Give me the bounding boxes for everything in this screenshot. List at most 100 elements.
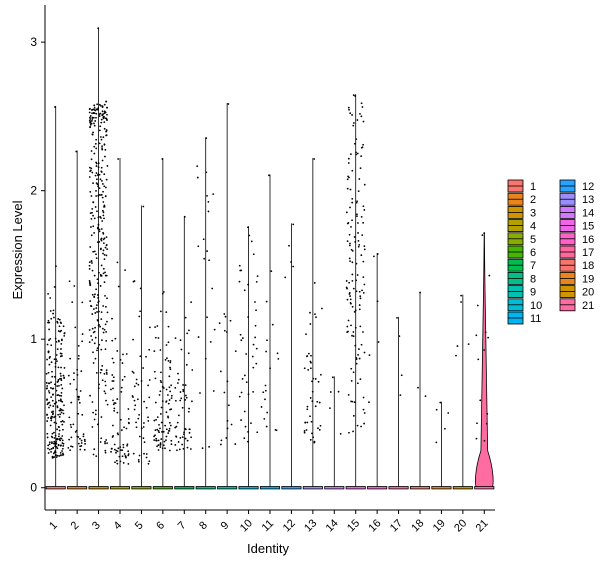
data-point — [59, 372, 62, 375]
data-point — [303, 431, 306, 434]
data-point — [94, 312, 97, 314]
data-point — [363, 183, 366, 186]
data-point — [135, 382, 138, 385]
data-point — [306, 421, 309, 424]
data-point — [358, 357, 361, 360]
data-point-max — [268, 174, 270, 177]
data-point — [95, 138, 98, 141]
data-point — [354, 326, 357, 329]
data-point — [321, 307, 323, 310]
data-point — [311, 432, 313, 435]
data-point — [101, 148, 104, 151]
data-point — [346, 325, 349, 328]
data-point — [362, 221, 365, 224]
data-point — [158, 423, 160, 426]
data-point — [93, 122, 95, 125]
data-point — [55, 265, 57, 268]
data-point — [188, 431, 191, 434]
data-point — [358, 290, 361, 293]
data-point — [121, 455, 124, 458]
data-point — [120, 390, 123, 393]
data-point — [50, 411, 53, 414]
data-point — [55, 401, 58, 403]
data-point — [165, 388, 168, 391]
data-point — [317, 380, 320, 383]
data-point — [252, 366, 255, 369]
data-point — [63, 421, 65, 423]
x-tick-label: 11 — [260, 518, 277, 535]
data-point — [119, 449, 122, 452]
data-point — [363, 412, 366, 414]
data-point — [62, 442, 65, 445]
data-point — [149, 326, 151, 329]
data-point — [153, 350, 156, 353]
data-point — [56, 405, 59, 408]
data-point — [70, 401, 73, 404]
data-point — [103, 258, 106, 261]
data-point — [103, 390, 106, 393]
data-point — [58, 429, 61, 432]
data-point — [91, 313, 94, 315]
data-point — [54, 362, 57, 365]
data-point — [49, 386, 52, 389]
data-point — [303, 430, 306, 432]
data-point — [104, 442, 106, 445]
data-point — [95, 307, 98, 309]
data-point — [61, 387, 64, 390]
data-point — [60, 322, 63, 325]
data-point — [169, 360, 172, 362]
data-point — [51, 441, 53, 444]
violin-base — [152, 486, 173, 490]
data-point — [116, 432, 119, 435]
violin-group-20 — [452, 294, 473, 490]
data-point — [102, 136, 105, 139]
data-point — [95, 195, 98, 197]
data-point — [348, 431, 350, 434]
data-point — [93, 342, 96, 345]
data-point — [362, 260, 365, 263]
data-point — [311, 390, 314, 393]
x-tick-label: 5 — [133, 519, 146, 532]
data-point — [136, 398, 139, 401]
data-point — [241, 378, 244, 380]
data-point — [91, 327, 94, 330]
data-point — [113, 409, 116, 412]
data-point — [181, 443, 184, 446]
data-point — [319, 424, 322, 427]
data-point — [71, 301, 74, 304]
data-point — [62, 412, 65, 415]
data-point — [103, 143, 106, 146]
data-point — [255, 309, 257, 312]
data-point — [97, 300, 100, 303]
data-point — [127, 463, 130, 465]
data-point — [46, 343, 49, 346]
data-point — [123, 375, 126, 378]
data-point — [93, 274, 96, 277]
data-point — [145, 453, 148, 455]
violin-group-3 — [88, 27, 109, 490]
data-point — [48, 441, 51, 444]
data-point — [104, 392, 107, 395]
data-point — [57, 413, 60, 416]
data-point — [169, 424, 172, 427]
data-point — [148, 396, 151, 399]
data-point — [99, 178, 102, 181]
legend-label: 19 — [582, 273, 594, 285]
data-point — [50, 317, 53, 320]
data-point — [160, 431, 163, 433]
violin-group-15 — [345, 94, 366, 490]
data-point — [104, 155, 106, 158]
x-tick-label: 12 — [281, 517, 298, 534]
data-point — [104, 440, 106, 443]
data-point — [199, 392, 201, 394]
data-point — [355, 362, 358, 365]
data-point — [92, 331, 95, 334]
data-point — [118, 455, 121, 458]
data-point — [96, 183, 99, 186]
data-point — [48, 443, 51, 446]
data-point — [239, 333, 242, 336]
data-point — [61, 450, 63, 452]
data-point — [104, 117, 107, 120]
data-point — [351, 305, 354, 308]
data-point — [105, 178, 108, 181]
